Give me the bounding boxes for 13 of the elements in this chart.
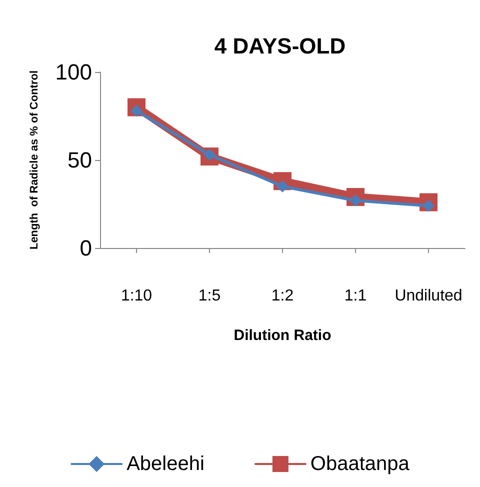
- chart-title: 4 DAYS-OLD: [214, 34, 346, 58]
- x-tick-label: 1:5: [198, 288, 221, 304]
- y-tick-label: 0: [80, 236, 92, 260]
- legend-label: Obaatanpa: [310, 453, 410, 475]
- x-tick-label: 1:1: [344, 288, 367, 304]
- x-tick-label: Undiluted: [394, 288, 462, 304]
- x-tick-label: 1:10: [120, 288, 152, 304]
- x-tick-label: 1:2: [271, 288, 294, 304]
- legend-label: Abeleehi: [126, 453, 204, 475]
- y-tick-label: 50: [68, 148, 92, 172]
- y-axis-title: Length of Radicle as % of Control: [28, 70, 40, 250]
- y-tick-label: 100: [55, 60, 92, 84]
- x-axis-title: Dilution Ratio: [234, 327, 332, 344]
